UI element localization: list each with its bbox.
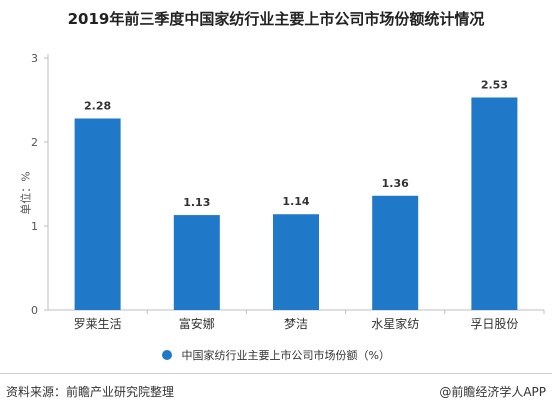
data-label: 1.13 [183, 196, 210, 209]
chart-title: 2019年前三季度中国家纺行业主要上市公司市场份额统计情况 [67, 10, 485, 28]
y-tick-label: 1 [31, 220, 38, 233]
bar [173, 215, 220, 310]
bar [74, 118, 121, 310]
legend[interactable]: 中国家纺行业主要上市公司市场份额（%） [0, 347, 552, 363]
footer-divider [0, 373, 552, 374]
data-label: 1.14 [282, 195, 309, 208]
x-tick-label: 罗莱生活 [74, 317, 122, 331]
y-tick-label: 3 [31, 52, 38, 65]
y-tick-label: 2 [31, 136, 38, 149]
data-label: 1.36 [382, 177, 409, 190]
x-tick-label: 富安娜 [179, 316, 215, 331]
x-tick-label: 水星家纺 [371, 316, 419, 331]
legend-marker [162, 350, 173, 360]
bar [273, 214, 319, 310]
credit-note: @前瞻经济学人APP [439, 385, 546, 399]
legend-label: 中国家纺行业主要上市公司市场份额（%） [181, 349, 390, 362]
y-tick-label: 0 [31, 304, 38, 317]
data-label: 2.53 [481, 78, 508, 91]
x-tick-label: 梦洁 [284, 317, 308, 331]
source-note: 资料来源：前瞻产业研究院整理 [6, 385, 175, 399]
bar [471, 97, 518, 310]
y-axis-label: 单位：% [19, 171, 33, 215]
x-tick-label: 孚日股份 [470, 317, 518, 331]
footer: 资料来源：前瞻产业研究院整理 @前瞻经济学人APP [0, 373, 552, 410]
bar [372, 195, 419, 310]
data-label: 2.28 [84, 99, 111, 112]
bar-chart: 0 1 2 3 2.28 罗莱生活 1.13 富安娜 1.14 梦洁 1.36 水星家纺 2.53 孚日股… [31, 52, 545, 331]
